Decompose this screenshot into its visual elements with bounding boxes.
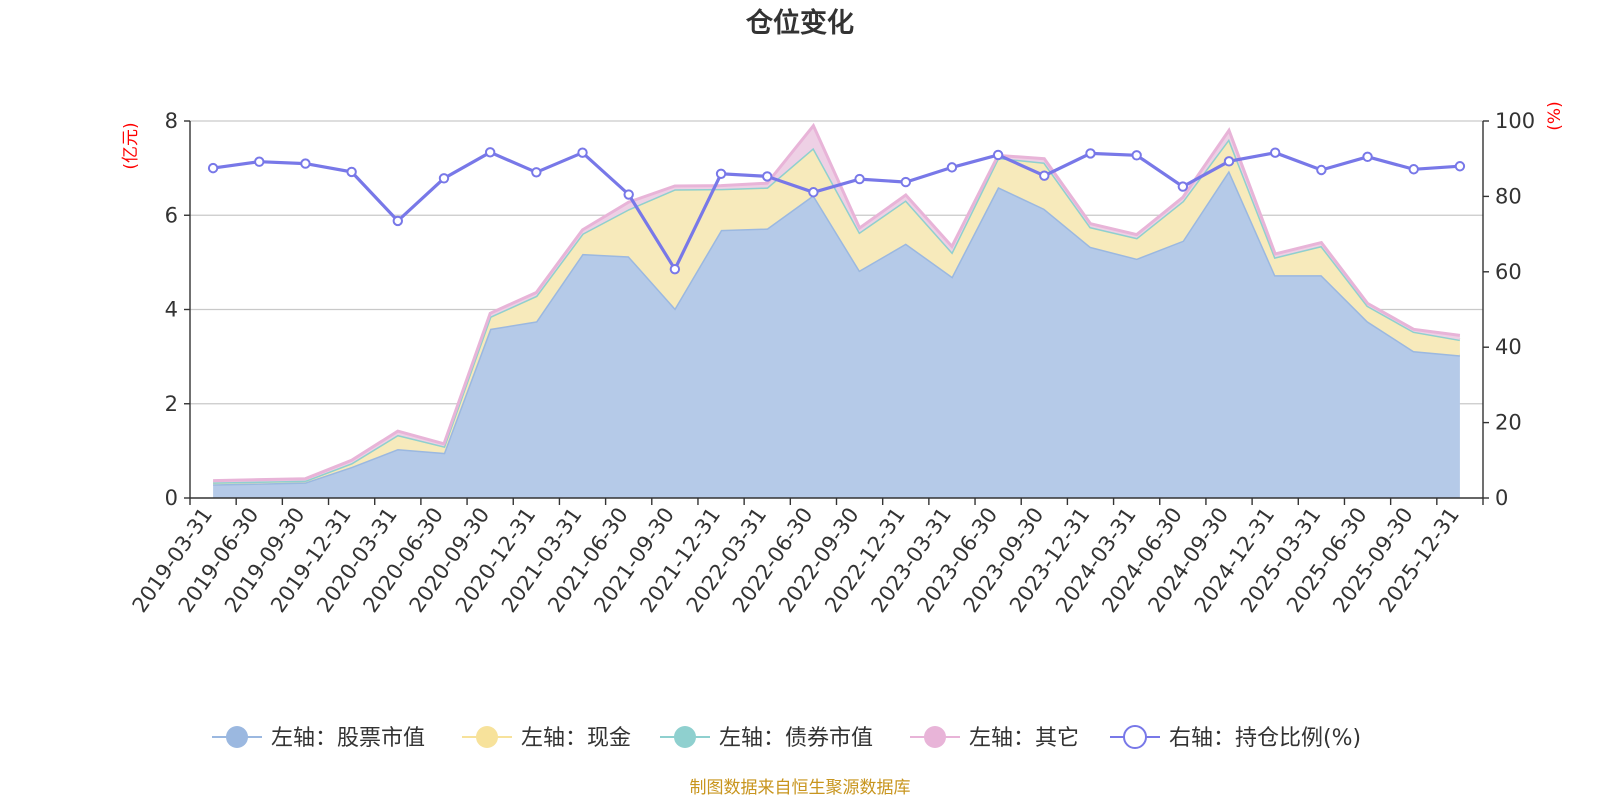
right-tick-label: 60	[1495, 260, 1522, 284]
legend-marker	[674, 726, 696, 748]
line-point	[1454, 161, 1466, 172]
line-point	[346, 166, 357, 178]
line-point	[577, 147, 588, 158]
legend-item[interactable]: 左轴：债券市值	[660, 726, 873, 751]
legend-marker	[476, 726, 498, 748]
line-point	[1408, 164, 1419, 175]
line-point	[1131, 150, 1142, 161]
legend-label: 左轴：现金	[521, 726, 631, 751]
legend[interactable]: 左轴：股票市值 左轴：现金 左轴：债券市值 左轴：其它 右轴：持仓比例(%)	[212, 725, 1361, 751]
line-point	[300, 158, 311, 169]
right-tick-label: 100	[1495, 109, 1535, 133]
position-ratio-line	[207, 147, 1466, 275]
line-point	[1316, 164, 1327, 176]
line-point	[900, 176, 911, 188]
chart-title: 仓位变化	[745, 7, 854, 39]
line-path	[212, 150, 1461, 273]
legend-label: 左轴：股票市值	[271, 726, 425, 751]
line-point	[254, 156, 265, 167]
left-tick-label: 6	[165, 203, 178, 227]
legend-item[interactable]: 左轴：其它	[910, 726, 1079, 751]
line-point	[854, 173, 865, 185]
legend-label: 左轴：债券市值	[719, 726, 873, 751]
area-左轴：股票市值	[213, 170, 1460, 498]
legend-marker	[1123, 725, 1147, 749]
right-axis-unit: (%)	[1545, 101, 1565, 130]
line-point	[207, 162, 219, 174]
right-tick-label: 20	[1495, 411, 1522, 435]
legend-item[interactable]: 左轴：股票市值	[212, 726, 425, 751]
line-point	[484, 147, 496, 158]
right-tick-label: 80	[1495, 184, 1522, 208]
left-tick-label: 8	[165, 109, 178, 133]
legend-label: 左轴：其它	[969, 726, 1079, 751]
line-point	[762, 171, 773, 182]
data-source-note: 制图数据来自恒生聚源数据库	[690, 778, 911, 798]
area-左轴：现金	[213, 138, 1460, 485]
line-point	[946, 162, 958, 173]
line-point	[1039, 170, 1050, 181]
line-point	[1085, 148, 1096, 159]
line-point	[623, 189, 634, 200]
line-point	[1177, 181, 1189, 192]
legend-item[interactable]: 右轴：持仓比例(%)	[1110, 725, 1361, 751]
line-point	[1223, 156, 1235, 167]
line-point	[992, 149, 1004, 161]
right-tick-label: 0	[1495, 486, 1508, 510]
left-tick-label: 4	[165, 298, 178, 322]
stacked-areas	[213, 122, 1461, 498]
legend-item[interactable]: 左轴：现金	[462, 726, 631, 751]
left-tick-label: 0	[165, 486, 178, 510]
line-point	[1269, 147, 1281, 158]
left-tick-label: 2	[165, 392, 178, 416]
legend-marker	[924, 726, 946, 748]
left-axis-unit: (亿元)	[121, 122, 141, 169]
line-point	[715, 168, 727, 179]
line-point	[669, 263, 681, 275]
line-point	[438, 173, 450, 184]
line-point	[1362, 151, 1373, 163]
legend-label: 右轴：持仓比例(%)	[1169, 726, 1361, 751]
line-point	[392, 215, 404, 227]
right-tick-label: 40	[1495, 335, 1522, 359]
line-point	[808, 187, 819, 198]
legend-marker	[226, 726, 248, 748]
area-edge-左轴：其它	[213, 122, 1461, 483]
line-point	[531, 167, 542, 178]
